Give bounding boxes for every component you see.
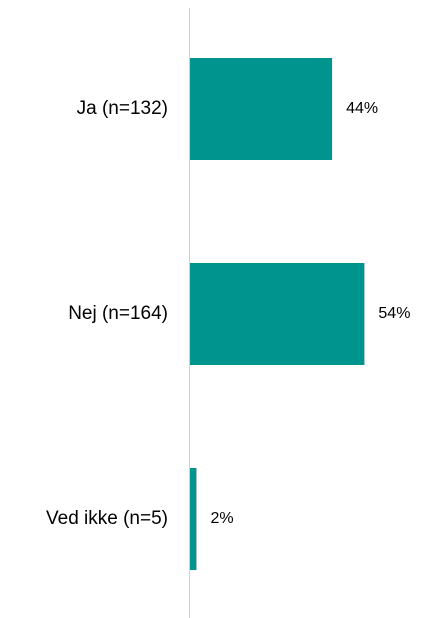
value-label: 2% bbox=[210, 510, 233, 527]
value-label: 44% bbox=[346, 100, 378, 117]
category-label: Nej (n=164) bbox=[68, 303, 168, 324]
category-label: Ja (n=132) bbox=[77, 98, 168, 119]
bar bbox=[190, 58, 333, 160]
category-label: Ved ikke (n=5) bbox=[46, 508, 168, 529]
bar bbox=[190, 263, 365, 365]
value-label: 54% bbox=[378, 305, 410, 322]
bar bbox=[190, 468, 197, 570]
